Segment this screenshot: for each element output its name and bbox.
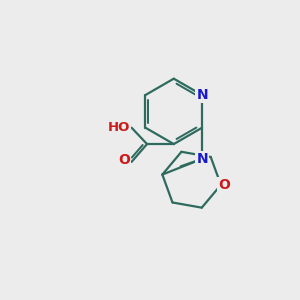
Text: O: O — [218, 178, 230, 192]
Text: N: N — [196, 152, 208, 166]
Text: N: N — [196, 88, 208, 102]
Text: HO: HO — [108, 121, 130, 134]
Text: O: O — [118, 153, 130, 167]
